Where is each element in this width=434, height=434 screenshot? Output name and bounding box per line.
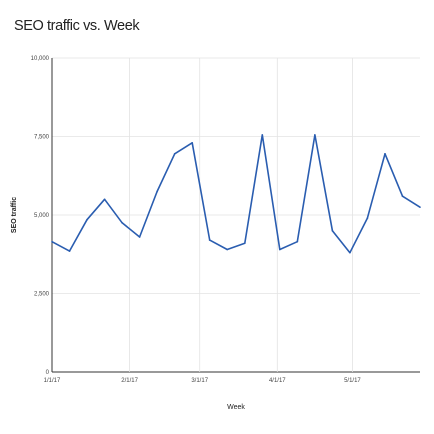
data-point xyxy=(191,141,193,144)
data-point xyxy=(86,218,88,221)
y-axis-title: SEO traffic xyxy=(11,197,18,233)
y-tick-label: 10,000 xyxy=(31,56,50,62)
y-tick-label: 0 xyxy=(46,370,50,376)
data-point xyxy=(156,190,158,193)
x-tick-label: 4/1/17 xyxy=(269,378,286,384)
data-point xyxy=(296,240,299,243)
data-point xyxy=(261,134,264,136)
chart-title: SEO traffic vs. Week xyxy=(14,18,140,34)
data-point xyxy=(173,152,176,155)
data-point xyxy=(138,236,141,238)
y-tick-label: 2,500 xyxy=(34,292,50,298)
y-tick-label: 7,500 xyxy=(34,135,50,141)
data-point xyxy=(331,229,334,232)
data-point xyxy=(243,242,246,245)
data-point xyxy=(366,217,369,219)
data-point xyxy=(226,248,229,251)
data-point xyxy=(121,222,123,224)
data-point xyxy=(103,198,106,201)
y-tick-label: 5,000 xyxy=(34,213,50,219)
data-point xyxy=(314,134,316,136)
data-point xyxy=(401,195,404,197)
series-line xyxy=(51,134,421,254)
x-tick-label: 3/1/17 xyxy=(191,378,208,384)
x-axis-title: Week xyxy=(227,404,245,411)
data-point xyxy=(349,251,351,254)
data-point xyxy=(384,152,386,155)
data-point xyxy=(419,206,421,208)
x-tick-label: 1/1/17 xyxy=(44,378,61,384)
data-point xyxy=(68,250,71,252)
data-point xyxy=(208,239,211,241)
x-tick-label: 5/1/17 xyxy=(344,378,361,384)
data-point xyxy=(279,248,281,251)
data-point xyxy=(51,240,53,243)
x-tick-label: 2/1/17 xyxy=(121,378,138,384)
